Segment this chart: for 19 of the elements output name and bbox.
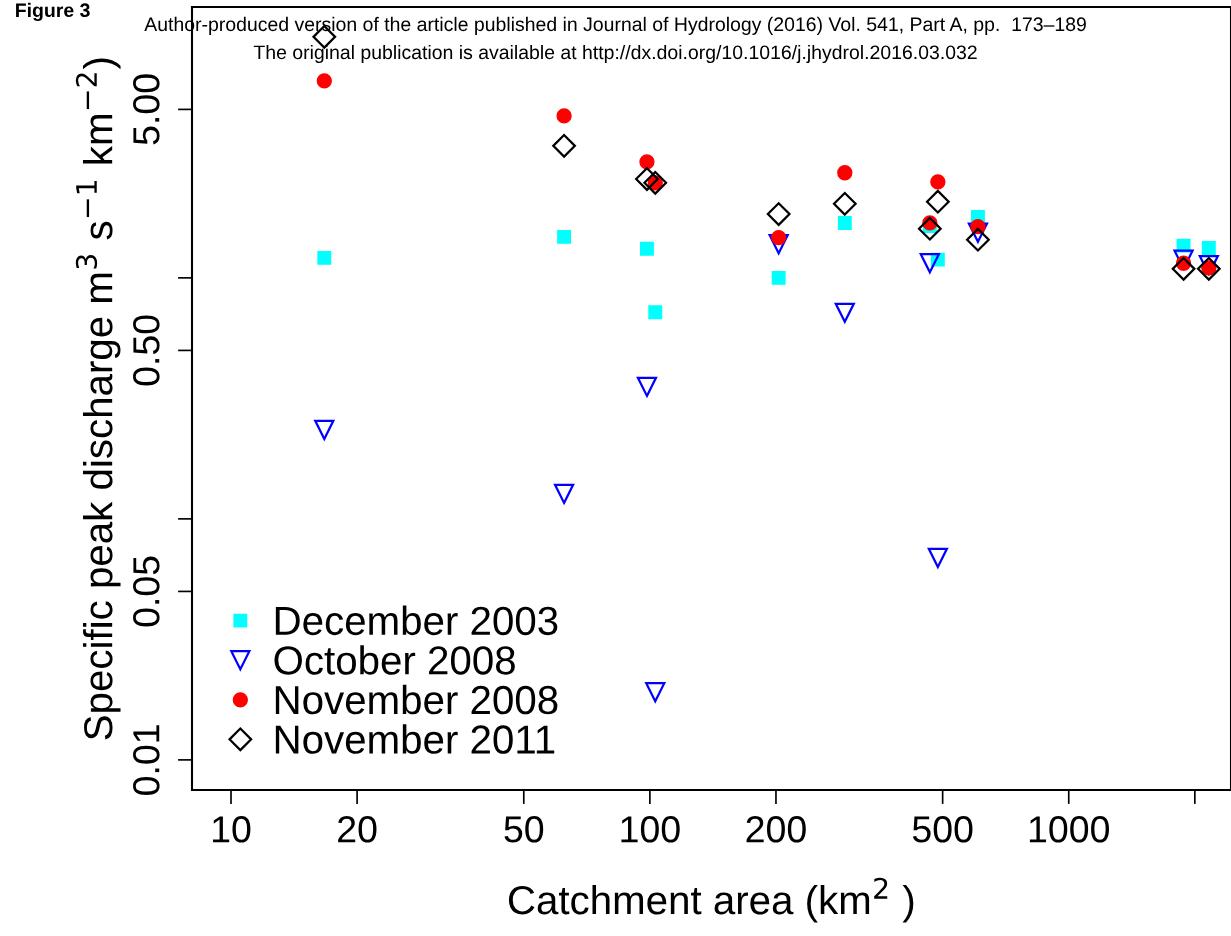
legend-label: November 2011: [275, 724, 555, 754]
x-tick-label: 500: [912, 815, 973, 843]
y-tick-label: 0.01: [133, 725, 160, 795]
x-axis-title: Catchment area (km$^{2}$ ): [508, 877, 914, 923]
x-tick-label: 20: [338, 815, 377, 843]
y-tick-label: 0.05: [133, 556, 160, 627]
x-tick-label: 200: [746, 815, 806, 843]
caption: Figure 3: [16, 2, 90, 22]
legend-label: October 2008: [274, 645, 515, 675]
x-tick-label: 100: [621, 815, 680, 843]
x-tick-label: 50: [504, 815, 544, 843]
x-tick-label: 1000: [1029, 815, 1109, 843]
y-tick-label: 5.00: [133, 74, 160, 145]
legend-label: November 2008: [275, 684, 558, 715]
legend-label: December 2003: [275, 605, 558, 636]
y-tick-label: 0.50: [133, 315, 160, 386]
y-axis-title: Specific peak discharge m$^{3}$ s$^{−1}$ km$^{−2}$): [75, 58, 121, 740]
annotation: The original publication is available at http://dx.doi.org/10.1016/j.jhydrol.2016.03.032: [253, 44, 977, 64]
x-tick-label: 10: [213, 815, 251, 843]
